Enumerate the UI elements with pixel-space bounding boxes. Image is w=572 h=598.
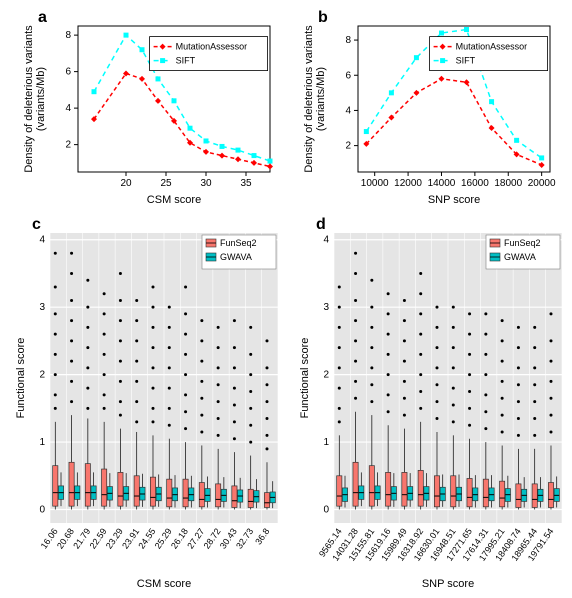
svg-text:8: 8 [65,30,71,41]
svg-text:32.73: 32.73 [234,526,255,550]
svg-text:8: 8 [345,35,351,46]
svg-text:3: 3 [323,302,329,313]
svg-text:GWAVA: GWAVA [504,252,536,262]
svg-text:4: 4 [323,235,329,246]
svg-text:Density of deleterious variant: Density of deleterious variants [23,25,35,173]
svg-text:2: 2 [323,370,329,381]
svg-text:c: c [32,216,41,233]
svg-text:Functional score: Functional score [15,338,27,419]
svg-text:25: 25 [160,178,172,189]
svg-text:6: 6 [345,70,351,81]
svg-text:14000: 14000 [428,178,456,189]
svg-text:18000: 18000 [494,178,522,189]
svg-text:MutationAssessor: MutationAssessor [176,42,248,52]
svg-text:SNP score: SNP score [422,578,474,590]
svg-text:Density of deleterious variant: Density of deleterious variants [303,25,315,173]
svg-text:MutationAssessor: MutationAssessor [456,42,528,52]
svg-text:30: 30 [200,178,212,189]
svg-text:CSM score: CSM score [137,578,191,590]
svg-text:SIFT: SIFT [176,56,196,66]
svg-text:SNP score: SNP score [428,194,480,206]
svg-text:1: 1 [39,437,45,448]
svg-text:10000: 10000 [361,178,389,189]
svg-text:12000: 12000 [394,178,422,189]
svg-text:b: b [318,9,328,26]
svg-text:35: 35 [240,178,252,189]
svg-text:d: d [316,216,326,233]
svg-text:a: a [38,9,47,26]
svg-text:3: 3 [39,302,45,313]
svg-text:4: 4 [39,235,45,246]
svg-text:2: 2 [345,141,351,152]
svg-text:20: 20 [120,178,132,189]
svg-text:FunSeq2: FunSeq2 [504,238,541,248]
svg-text:36.8: 36.8 [253,526,271,546]
svg-text:GWAVA: GWAVA [220,252,252,262]
svg-text:FunSeq2: FunSeq2 [220,238,257,248]
svg-text:6: 6 [65,67,71,78]
svg-text:CSM score: CSM score [147,194,201,206]
svg-text:(variants/Mb): (variants/Mb) [315,67,327,131]
svg-text:4: 4 [345,105,351,116]
svg-text:1: 1 [323,437,329,448]
svg-text:16000: 16000 [461,178,489,189]
svg-text:(variants/Mb): (variants/Mb) [35,67,47,131]
svg-text:4: 4 [65,103,71,114]
svg-text:2: 2 [65,140,71,151]
svg-text:SIFT: SIFT [456,56,476,66]
svg-text:0: 0 [323,505,329,516]
svg-text:2: 2 [39,370,45,381]
svg-text:0: 0 [39,505,45,516]
svg-text:Functional score: Functional score [299,338,311,419]
svg-text:20000: 20000 [528,178,556,189]
